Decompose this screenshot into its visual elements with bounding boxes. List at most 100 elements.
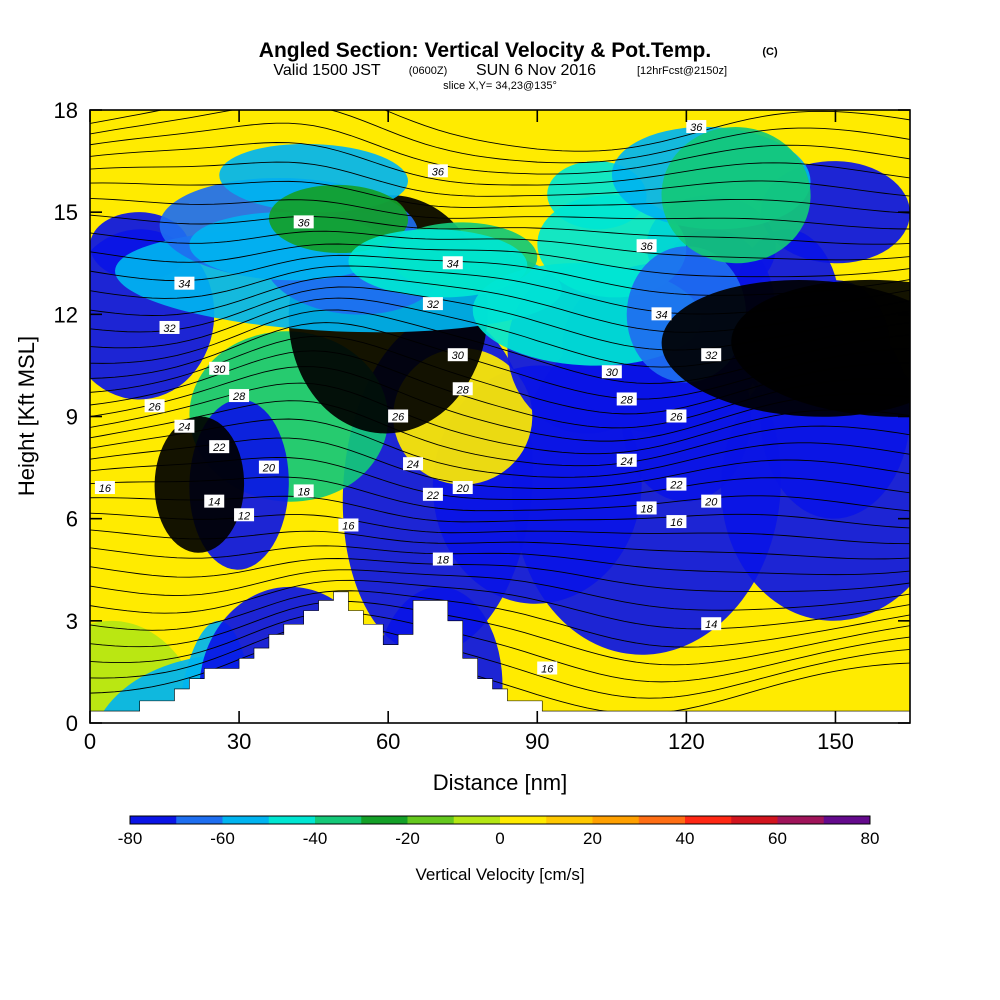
contour-label-bg xyxy=(452,382,473,396)
contour-label: 30 xyxy=(213,364,226,376)
colorbar-tick-label: 40 xyxy=(676,829,695,848)
contour-label-bg xyxy=(701,494,722,508)
colorbar-tick-label: -20 xyxy=(395,829,420,848)
colorbar-tick-label: 80 xyxy=(861,829,880,848)
contour-label: 26 xyxy=(147,401,161,413)
y-tick-label: 12 xyxy=(54,302,78,327)
contour-label-bg xyxy=(403,457,424,471)
isentrope-line xyxy=(90,579,910,630)
contour-label: 20 xyxy=(262,463,276,475)
contour-label-bg xyxy=(209,361,230,375)
contour-label-bg xyxy=(636,501,657,515)
x-axis-label: Distance [nm] xyxy=(433,770,568,795)
contour-label-bg xyxy=(686,120,707,134)
contour-label: 22 xyxy=(426,490,439,502)
isentrope-line xyxy=(90,529,910,560)
colorbar-swatch xyxy=(407,816,455,824)
colorbar-swatch xyxy=(777,816,825,824)
colorbar-swatch xyxy=(315,816,362,824)
x-tick-label: 60 xyxy=(376,729,400,754)
contour-label-bg xyxy=(666,515,687,529)
isentrope-line xyxy=(90,265,910,315)
contour-label-bg xyxy=(94,481,115,495)
contour-label: 18 xyxy=(298,486,311,498)
contour-label: 28 xyxy=(456,384,470,396)
isentrope-line xyxy=(90,275,910,333)
velocity-region xyxy=(348,229,528,298)
isentrope-line xyxy=(90,418,910,478)
contour-label: 36 xyxy=(432,166,445,178)
contour-label-bg xyxy=(666,409,687,423)
contour-label-bg xyxy=(234,508,255,522)
colorbar-tick-label: 60 xyxy=(768,829,787,848)
plot-area: 36 36 36 36 34 34 32 34 32 32 30 30 30 28 28 28 26 26 26 24… xyxy=(90,110,910,723)
isentrope-line xyxy=(90,142,910,186)
contour-label: 36 xyxy=(640,241,653,253)
contour-label-bg xyxy=(229,389,250,403)
isentrope-line xyxy=(90,110,910,152)
contour-label-bg xyxy=(258,460,279,474)
contour-label: 32 xyxy=(705,350,717,362)
colorbar-swatch xyxy=(500,816,547,824)
contour-label-bg xyxy=(452,481,473,495)
svg-text:SUN 6 Nov 2016: SUN 6 Nov 2016 xyxy=(476,62,596,79)
contour-label-bg xyxy=(204,494,225,508)
colorbar-swatch xyxy=(176,816,223,824)
colorbar-tick-label: 0 xyxy=(495,829,504,848)
isentrope-line xyxy=(90,243,910,278)
isentrope-line xyxy=(90,254,910,296)
contour-label: 12 xyxy=(238,510,250,522)
contour-label-bg xyxy=(159,320,180,334)
x-tick-label: 150 xyxy=(817,729,854,754)
isentrope-line xyxy=(90,476,910,512)
contour-label: 28 xyxy=(232,391,246,403)
contour-label-bg xyxy=(174,276,195,290)
isentrope-line xyxy=(90,322,910,400)
velocity-region xyxy=(268,184,409,254)
isentrope-line xyxy=(90,366,910,442)
colorbar-tick-label: 20 xyxy=(583,829,602,848)
colorbar-swatch xyxy=(361,816,408,824)
contour-label: 14 xyxy=(208,497,220,509)
colorbar-swatch xyxy=(592,816,640,824)
colorbar-swatch xyxy=(546,816,593,824)
y-tick-label: 18 xyxy=(54,98,78,123)
contour-label: 26 xyxy=(391,412,405,424)
contour-label-bg xyxy=(442,256,463,270)
isentrope-line xyxy=(90,624,910,699)
contour-label: 20 xyxy=(704,497,718,509)
isentrope-line xyxy=(90,612,910,683)
isentrope-line xyxy=(90,569,910,611)
contour-label: 18 xyxy=(640,503,653,515)
isentrope-line xyxy=(90,122,910,175)
contour-label: 16 xyxy=(342,520,355,532)
potential-temperature-contours xyxy=(90,110,910,715)
isentrope-line xyxy=(90,382,910,455)
contour-label-bg xyxy=(293,484,314,498)
contour-label-bg xyxy=(636,239,657,253)
contour-label-bg xyxy=(666,477,687,491)
isentrope-line xyxy=(90,309,910,384)
colorbar-tick-label: -80 xyxy=(118,829,143,848)
isentrope-line xyxy=(90,197,910,230)
contour-label: 24 xyxy=(406,459,419,471)
colorbar-tick-label: -40 xyxy=(303,829,328,848)
contour-label: 14 xyxy=(705,619,717,631)
isentrope-line xyxy=(90,161,910,197)
colorbar-swatch xyxy=(685,816,732,824)
isentrope-line xyxy=(90,230,910,261)
contour-label: 16 xyxy=(99,483,112,495)
y-tick-label: 6 xyxy=(66,507,78,532)
isentrope-line xyxy=(90,512,910,545)
contour-label-bg xyxy=(388,409,409,423)
contour-label-bg xyxy=(651,307,672,321)
contour-label-bg xyxy=(701,617,722,631)
contour-label: 32 xyxy=(427,299,439,311)
isentrope-line xyxy=(90,600,910,666)
y-axis-label: Height [Kft MSL] xyxy=(14,336,39,496)
contour-label-bg xyxy=(701,348,722,362)
contour-label: 22 xyxy=(669,480,682,492)
x-axis: 0 30 60 90 120 150 xyxy=(84,110,854,754)
